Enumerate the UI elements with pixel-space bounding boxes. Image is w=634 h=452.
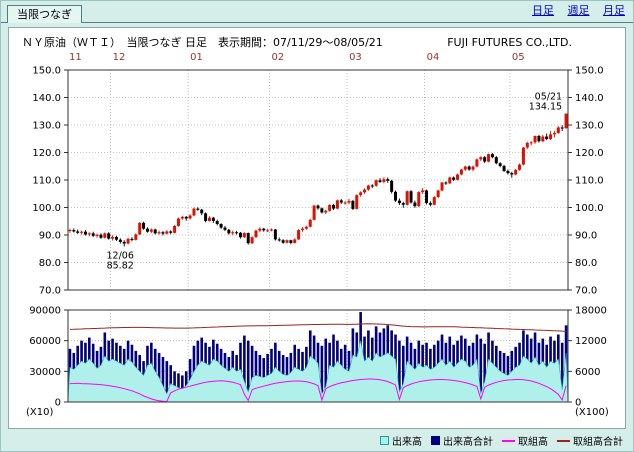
svg-text:80.0: 80.0 xyxy=(575,258,597,269)
svg-text:(X100): (X100) xyxy=(575,407,609,418)
svg-text:03: 03 xyxy=(349,52,362,63)
svg-text:12/06: 12/06 xyxy=(107,250,134,261)
legend-item-open-interest: 取組高 xyxy=(502,433,548,448)
svg-text:120.0: 120.0 xyxy=(575,148,604,159)
open-interest-swatch xyxy=(502,439,515,442)
svg-text:18000: 18000 xyxy=(575,306,607,317)
svg-text:70.0: 70.0 xyxy=(575,286,597,297)
period-nav: 日足 週足 月足 xyxy=(522,2,625,22)
open-interest-total-swatch xyxy=(557,439,570,442)
nav-daily[interactable]: 日足 xyxy=(532,4,554,17)
svg-text:02: 02 xyxy=(272,52,285,63)
chart-title: ＮＹ原油（ＷＴＩ） 当限つなぎ 日足 表示期間：07/11/29～08/05/2… xyxy=(22,36,383,49)
svg-text:110.0: 110.0 xyxy=(32,176,61,187)
legend-item-volume: 出来高 xyxy=(380,433,422,448)
legend-label-volume-total: 出来高合計 xyxy=(443,437,493,448)
svg-text:30000: 30000 xyxy=(29,367,61,378)
svg-text:12000: 12000 xyxy=(575,336,607,347)
svg-text:6000: 6000 xyxy=(575,367,600,378)
svg-text:05: 05 xyxy=(512,52,525,63)
svg-text:150.0: 150.0 xyxy=(32,66,61,77)
svg-text:90000: 90000 xyxy=(29,306,61,317)
svg-text:90.0: 90.0 xyxy=(39,231,61,242)
company-name: FUJI FUTURES CO.,LTD. xyxy=(447,36,572,49)
svg-text:140.0: 140.0 xyxy=(575,93,604,104)
price-volume-chart: 150.0 150.0 140.0 140.0 130.0 130.0 120.0 120.0… xyxy=(26,52,609,418)
chart-header: ＮＹ原油（ＷＴＩ） 当限つなぎ 日足 表示期間：07/11/29～08/05/2… xyxy=(12,33,622,50)
svg-text:80.0: 80.0 xyxy=(39,258,61,269)
topbar: 当限つなぎ 日足 週足 月足 xyxy=(1,1,633,23)
svg-text:100.0: 100.0 xyxy=(575,203,604,214)
svg-text:(X10): (X10) xyxy=(26,407,53,418)
svg-text:130.0: 130.0 xyxy=(575,121,604,132)
legend-item-volume-total: 出来高合計 xyxy=(431,433,493,448)
svg-text:01: 01 xyxy=(190,52,203,63)
svg-text:100.0: 100.0 xyxy=(32,203,61,214)
legend: 出来高 出来高合計 取組高 取組高合計 xyxy=(1,429,633,448)
volume-swatch xyxy=(380,436,389,445)
svg-text:130.0: 130.0 xyxy=(32,121,61,132)
svg-text:134.15: 134.15 xyxy=(529,102,562,113)
legend-item-open-interest-total: 取組高合計 xyxy=(557,433,623,448)
svg-text:04: 04 xyxy=(427,52,440,63)
svg-text:150.0: 150.0 xyxy=(575,66,604,77)
svg-text:85.82: 85.82 xyxy=(107,260,134,271)
svg-text:0: 0 xyxy=(55,398,61,409)
svg-text:12: 12 xyxy=(113,52,126,63)
svg-text:120.0: 120.0 xyxy=(32,148,61,159)
legend-label-open-interest-total: 取組高合計 xyxy=(573,437,623,448)
chart-panel: ＮＹ原油（ＷＴＩ） 当限つなぎ 日足 表示期間：07/11/29～08/05/2… xyxy=(8,27,626,429)
svg-text:110.0: 110.0 xyxy=(575,176,604,187)
nav-monthly[interactable]: 月足 xyxy=(603,4,625,17)
tab-label: 当限つなぎ xyxy=(17,8,72,21)
legend-label-open-interest: 取組高 xyxy=(518,437,548,448)
volume-total-swatch xyxy=(431,436,440,445)
legend-label-volume: 出来高 xyxy=(392,437,422,448)
svg-text:11: 11 xyxy=(69,52,82,63)
svg-text:60000: 60000 xyxy=(29,336,61,347)
nav-weekly[interactable]: 週足 xyxy=(567,4,590,17)
tab-current-contract[interactable]: 当限つなぎ xyxy=(7,5,82,23)
svg-text:90.0: 90.0 xyxy=(575,231,597,242)
svg-text:0: 0 xyxy=(575,398,581,409)
svg-text:05/21: 05/21 xyxy=(535,92,562,103)
svg-text:140.0: 140.0 xyxy=(32,93,61,104)
svg-text:70.0: 70.0 xyxy=(39,286,61,297)
